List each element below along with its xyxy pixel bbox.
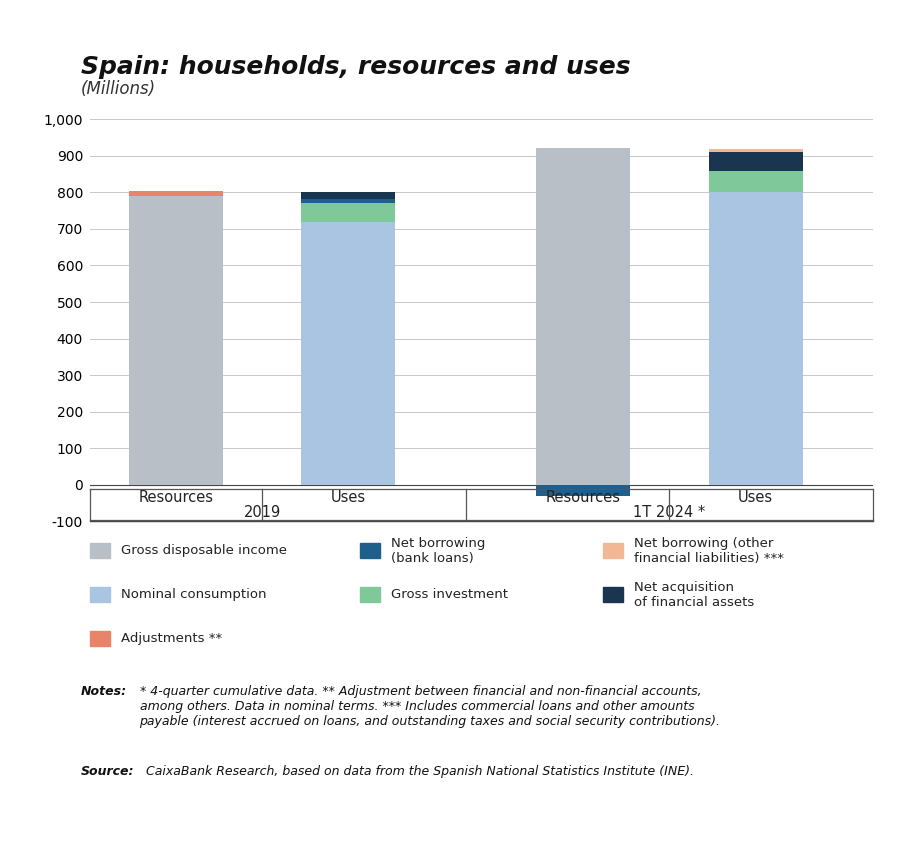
Bar bbox=[536, 485, 630, 496]
Text: Spain: households, resources and uses: Spain: households, resources and uses bbox=[81, 55, 631, 79]
Text: Adjustments **: Adjustments ** bbox=[121, 632, 222, 645]
Text: Nominal consumption: Nominal consumption bbox=[121, 588, 266, 601]
Text: Source:: Source: bbox=[81, 765, 134, 778]
Text: Uses: Uses bbox=[738, 490, 773, 505]
Text: Gross disposable income: Gross disposable income bbox=[121, 544, 286, 558]
Bar bbox=[130, 191, 223, 196]
Text: Net acquisition
of financial assets: Net acquisition of financial assets bbox=[634, 580, 754, 609]
Text: Net borrowing (other
financial liabilities) ***: Net borrowing (other financial liabiliti… bbox=[634, 537, 784, 565]
Text: Uses: Uses bbox=[331, 490, 366, 505]
Bar bbox=[302, 193, 395, 198]
Text: Resources: Resources bbox=[545, 490, 621, 505]
Text: (Millions): (Millions) bbox=[81, 80, 156, 98]
Bar bbox=[302, 198, 395, 204]
Bar bbox=[302, 221, 395, 485]
Text: Notes:: Notes: bbox=[81, 685, 127, 698]
Bar bbox=[708, 193, 803, 485]
Text: * 4-quarter cumulative data. ** Adjustment between financial and non-financial a: * 4-quarter cumulative data. ** Adjustme… bbox=[140, 685, 721, 728]
Bar bbox=[536, 149, 630, 485]
Text: Resources: Resources bbox=[139, 490, 213, 505]
Bar bbox=[708, 152, 803, 172]
Bar bbox=[302, 204, 395, 221]
Bar bbox=[708, 172, 803, 193]
Text: Net borrowing
(bank loans): Net borrowing (bank loans) bbox=[391, 537, 485, 565]
Text: Gross investment: Gross investment bbox=[391, 588, 508, 601]
Bar bbox=[708, 149, 803, 152]
Text: 1T 2024 *: 1T 2024 * bbox=[634, 505, 706, 520]
Bar bbox=[130, 196, 223, 485]
Text: CaixaBank Research, based on data from the Spanish National Statistics Institute: CaixaBank Research, based on data from t… bbox=[146, 765, 694, 778]
Text: 2019: 2019 bbox=[244, 505, 281, 520]
